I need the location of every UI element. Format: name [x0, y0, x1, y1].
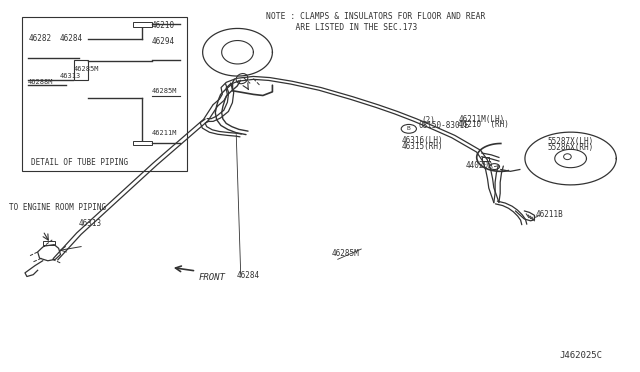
- Text: 46316(LH): 46316(LH): [401, 136, 443, 145]
- Text: 46211M: 46211M: [152, 130, 177, 136]
- Text: 46313: 46313: [60, 73, 81, 79]
- Text: FRONT: FRONT: [198, 273, 225, 282]
- Text: 46288M: 46288M: [28, 80, 54, 86]
- Text: 44020A: 44020A: [466, 161, 493, 170]
- Text: TO ENGINE ROOM PIPING: TO ENGINE ROOM PIPING: [9, 203, 106, 212]
- Bar: [133, 22, 152, 26]
- Bar: [22, 17, 187, 171]
- Text: 46285M: 46285M: [332, 249, 359, 259]
- Text: J462025C: J462025C: [560, 351, 603, 360]
- Text: 46285M: 46285M: [74, 66, 99, 72]
- Text: 46285M: 46285M: [152, 87, 177, 93]
- Text: 08150-8301E: 08150-8301E: [419, 121, 469, 130]
- Text: DETAIL OF TUBE PIPING: DETAIL OF TUBE PIPING: [31, 158, 129, 167]
- Text: (2): (2): [422, 116, 435, 125]
- Text: 46282: 46282: [28, 34, 51, 43]
- Bar: [43, 241, 56, 245]
- Text: 55286X(RH): 55286X(RH): [547, 143, 593, 152]
- Bar: [74, 60, 88, 80]
- Text: 46211B: 46211B: [536, 210, 563, 219]
- Text: 46294: 46294: [152, 37, 175, 46]
- Text: B: B: [407, 126, 411, 131]
- Text: 46284: 46284: [60, 34, 83, 43]
- Text: ARE LISTED IN THE SEC.173: ARE LISTED IN THE SEC.173: [276, 23, 417, 32]
- Text: 46211M(LH): 46211M(LH): [458, 115, 504, 124]
- Bar: [133, 141, 152, 145]
- Text: NOTE : CLAMPS & INSULATORS FOR FLOOR AND REAR: NOTE : CLAMPS & INSULATORS FOR FLOOR AND…: [266, 12, 486, 21]
- Text: 46313: 46313: [79, 219, 102, 228]
- Text: 46210  (RH): 46210 (RH): [458, 121, 509, 129]
- Text: 46315(RH): 46315(RH): [401, 142, 443, 151]
- Text: 46210: 46210: [152, 22, 175, 31]
- Text: 55287X(LH): 55287X(LH): [547, 137, 593, 146]
- Text: 46284: 46284: [236, 271, 259, 280]
- Bar: [483, 157, 489, 161]
